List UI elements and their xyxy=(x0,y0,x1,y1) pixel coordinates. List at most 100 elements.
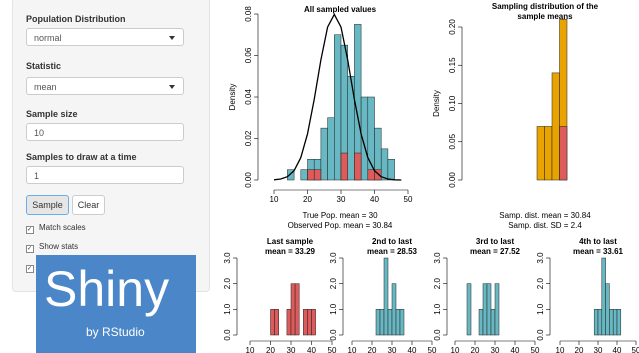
x-tick-label: 20 xyxy=(575,346,584,353)
y-tick-label: 2.0 xyxy=(223,278,232,290)
x-tick-label: 20 xyxy=(266,346,275,353)
x-tick-label: 10 xyxy=(451,346,460,353)
bar xyxy=(354,152,362,181)
x-tick-label: 50 xyxy=(404,195,413,204)
x-tick-label: 30 xyxy=(287,346,296,353)
checkbox[interactable]: ✓ Match scales xyxy=(26,223,86,234)
select[interactable]: mean xyxy=(26,77,184,95)
bar xyxy=(399,309,405,336)
x-tick-label: 20 xyxy=(471,346,480,353)
x-tick-label: 40 xyxy=(370,195,379,204)
bar xyxy=(395,309,401,336)
x-tick-label: 30 xyxy=(491,346,500,353)
x-tick-label: 50 xyxy=(632,346,639,353)
bar xyxy=(334,34,342,181)
y-tick-label: 3.0 xyxy=(223,252,232,264)
y-tick-label: 0.0 xyxy=(223,329,232,341)
x-tick-label: 40 xyxy=(613,346,622,353)
y-tick-label: 2.0 xyxy=(329,278,338,290)
chart-title: mean = 33.29 xyxy=(265,247,316,256)
stat-note: True Pop. mean = 30 xyxy=(302,211,378,220)
bar xyxy=(287,169,295,181)
y-tick-label: 2.0 xyxy=(433,278,442,290)
bar xyxy=(307,309,312,336)
chart-title: mean = 33.61 xyxy=(573,247,624,256)
checkbox-label: Show stats xyxy=(39,242,79,251)
bar xyxy=(311,309,316,336)
logo: Shiny by RStudio xyxy=(36,255,196,353)
select-value: normal xyxy=(34,33,62,43)
y-tick-label: 0.02 xyxy=(244,130,253,146)
bar xyxy=(320,127,328,181)
bar xyxy=(544,126,553,181)
x-tick-label: 20 xyxy=(303,195,312,204)
y-tick-label: 0.00 xyxy=(244,172,253,188)
x-tick-label: 40 xyxy=(307,346,316,353)
stat-note: Observed Pop. mean = 30.84 xyxy=(288,221,393,230)
logo-subtitle: by RStudio xyxy=(86,325,145,339)
bar xyxy=(466,283,472,336)
chart-title: mean = 28.53 xyxy=(367,247,418,256)
checkbox[interactable]: ✓ xyxy=(26,265,34,273)
y-tick-label: 1.0 xyxy=(329,303,338,315)
y-tick-label: 0.0 xyxy=(433,329,442,341)
stat-note: Samp. dist. mean = 30.84 xyxy=(499,211,591,220)
chart-title: Last sample xyxy=(267,237,314,246)
y-tick-label: 3.0 xyxy=(536,252,545,264)
bar xyxy=(601,257,606,336)
stat-note: Samp. dist. SD = 2.4 xyxy=(508,221,582,230)
chart-title: 3rd to last xyxy=(476,237,515,246)
button[interactable]: Clear xyxy=(72,195,105,215)
label: Statistic xyxy=(26,61,62,71)
x-tick-label: 30 xyxy=(388,346,397,353)
bar xyxy=(478,309,484,336)
x-tick-label: 10 xyxy=(348,346,357,353)
y-tick-label: 0.20 xyxy=(448,19,457,35)
bar xyxy=(536,126,545,181)
y-tick-label: 0.06 xyxy=(244,47,253,63)
label: Sample size xyxy=(26,109,78,119)
chart-title: All sampled values xyxy=(304,5,377,14)
y-tick-label: 3.0 xyxy=(433,252,442,264)
bar xyxy=(605,283,610,336)
bar xyxy=(486,283,492,336)
chart-title: Sampling distribution of the xyxy=(492,2,599,11)
label: Samples to draw at a time xyxy=(26,152,137,162)
y-tick-label: 1.0 xyxy=(223,303,232,315)
bar xyxy=(597,309,603,336)
y-axis-label: Density xyxy=(432,90,441,117)
bar xyxy=(482,283,488,336)
sidebar: Population Distribution normal Statistic… xyxy=(12,0,210,292)
input-value: 10 xyxy=(34,128,45,138)
checkbox-label: Match scales xyxy=(39,223,86,232)
y-tick-label: 1.0 xyxy=(433,303,442,315)
bar xyxy=(290,283,296,336)
x-tick-label: 10 xyxy=(556,346,565,353)
bar xyxy=(374,169,382,181)
x-tick-label: 50 xyxy=(328,346,337,353)
bar xyxy=(307,169,315,181)
bar xyxy=(313,169,322,181)
bar xyxy=(367,169,375,181)
y-tick-label: 2.0 xyxy=(536,278,545,290)
bar xyxy=(379,309,385,336)
bar xyxy=(300,169,308,181)
y-axis-label: Density xyxy=(228,84,237,111)
y-tick-label: 0.15 xyxy=(448,57,457,73)
x-tick-label: 30 xyxy=(337,195,346,204)
input[interactable]: 1 xyxy=(26,166,184,184)
bar xyxy=(274,309,279,336)
input[interactable]: 10 xyxy=(26,123,184,141)
x-tick-label: 40 xyxy=(511,346,520,353)
y-tick-label: 0.05 xyxy=(448,133,457,149)
button[interactable]: Sample xyxy=(26,195,69,215)
x-tick-label: 50 xyxy=(531,346,540,353)
y-tick-label: 0.0 xyxy=(329,329,338,341)
checkbox[interactable]: ✓ Show stats xyxy=(26,242,79,253)
select[interactable]: normal xyxy=(26,28,184,46)
bar xyxy=(286,309,292,336)
y-tick-label: 0.08 xyxy=(244,6,253,22)
y-tick-label: 0.10 xyxy=(448,95,457,111)
